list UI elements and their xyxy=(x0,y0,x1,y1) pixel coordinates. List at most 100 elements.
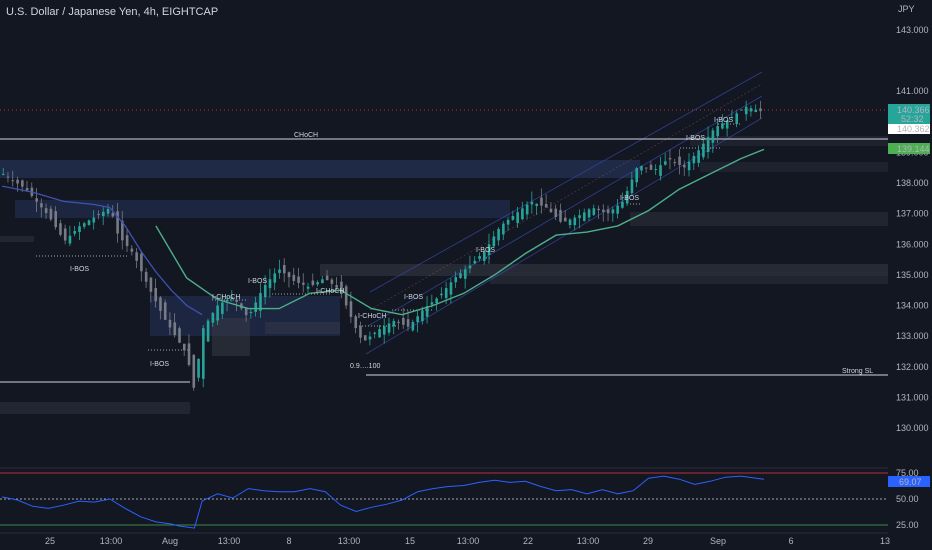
candle-body xyxy=(354,316,358,329)
candle-body xyxy=(621,201,624,208)
candle-body xyxy=(549,208,553,213)
candle-body xyxy=(421,310,424,322)
candle-body xyxy=(335,285,338,288)
candle-body xyxy=(97,213,100,215)
annotation-label: I-BOS xyxy=(476,247,495,254)
candle-body xyxy=(502,223,505,235)
price-tick-label: 138.000 xyxy=(896,178,929,188)
time-tick-label: 13:00 xyxy=(218,536,241,546)
time-tick-label: 13 xyxy=(880,536,890,546)
candle-body xyxy=(206,320,210,342)
candle-body xyxy=(116,211,119,234)
candle-body xyxy=(278,269,281,273)
candle-body xyxy=(535,203,538,207)
candle-body xyxy=(197,358,200,378)
time-tick-label: 8 xyxy=(286,536,291,546)
zone-box xyxy=(0,160,640,178)
candle-body xyxy=(616,205,619,214)
candle-body xyxy=(125,235,129,247)
zone-box xyxy=(0,402,190,414)
candle-body xyxy=(702,143,705,158)
candle-body xyxy=(683,164,686,168)
rsi-tick-label: 75.00 xyxy=(896,468,919,478)
candle-body xyxy=(402,317,405,325)
candle-body xyxy=(516,212,519,224)
rsi-pane[interactable]: 75.00 50.00 25.00 69.07 xyxy=(0,467,930,530)
candle-body xyxy=(368,336,372,340)
candle-body xyxy=(40,203,43,208)
candle-body xyxy=(540,197,543,206)
annotation-label: I-BOS xyxy=(686,135,705,142)
price-tick-label: 133.000 xyxy=(896,331,929,341)
candle-body xyxy=(359,325,362,338)
candle-body xyxy=(340,281,343,295)
candle-body xyxy=(173,322,177,336)
candle-body xyxy=(159,297,162,311)
candle-body xyxy=(144,271,148,282)
moving-averages-layer xyxy=(1,148,765,316)
price-tick-label: 135.000 xyxy=(896,270,929,280)
candle-body xyxy=(411,321,415,331)
candle-body xyxy=(568,219,572,226)
time-tick-label: 15 xyxy=(405,536,415,546)
candle-body xyxy=(130,248,134,252)
candle-body xyxy=(416,316,419,323)
candle-body xyxy=(287,272,291,278)
candle-body xyxy=(687,161,691,171)
rsi-tick-label: 25.00 xyxy=(896,520,919,530)
candle-body xyxy=(87,220,91,226)
candle-body xyxy=(282,265,286,274)
candle-body xyxy=(35,198,38,202)
annotation-label: 0.9….100 xyxy=(350,363,380,370)
candle-body xyxy=(578,215,581,219)
candle-body xyxy=(597,208,600,211)
candle-body xyxy=(373,332,377,334)
price-tick-label: 134.000 xyxy=(896,301,929,311)
candle-body xyxy=(583,212,586,221)
candle-body xyxy=(735,113,739,125)
candle-body xyxy=(21,180,24,187)
candle-body xyxy=(497,228,500,241)
candle-body xyxy=(602,209,605,213)
candle-body xyxy=(459,273,462,278)
candle-body xyxy=(473,260,477,264)
time-axis[interactable]: 25 13:00 Aug 13:00 8 13:00 15 13:00 22 13:00 29 Sep… xyxy=(0,532,890,546)
rsi-value-badge xyxy=(888,476,930,487)
candle-body xyxy=(663,161,667,165)
candle-body xyxy=(16,179,19,184)
candle-body xyxy=(263,284,267,298)
time-tick-label: 13:00 xyxy=(457,536,480,546)
candle-body xyxy=(325,275,329,281)
annotation-label: Strong SL xyxy=(842,368,873,375)
channel-line xyxy=(369,71,763,293)
candle-body xyxy=(468,265,472,269)
time-tick-label: Aug xyxy=(162,536,178,546)
candle-body xyxy=(521,208,524,220)
candle-body xyxy=(511,216,515,220)
candle-body xyxy=(192,354,196,388)
candle-body xyxy=(483,251,486,261)
ma-price-label: 139.144 xyxy=(897,144,930,154)
candle-body xyxy=(149,277,153,292)
candle-body xyxy=(725,120,729,129)
candle-body xyxy=(587,209,591,218)
price-axis[interactable]: JPY143.000141.000140.000139.000138.00013… xyxy=(888,4,930,433)
candle-body xyxy=(168,319,172,328)
candle-body xyxy=(678,156,681,166)
candle-body xyxy=(740,109,743,111)
zone-box xyxy=(490,272,888,284)
candle-body xyxy=(440,293,443,296)
candle-body xyxy=(425,306,429,317)
candle-body xyxy=(506,219,510,225)
candle-body xyxy=(478,256,481,259)
candle-body xyxy=(102,211,105,216)
price-tick-label: 143.000 xyxy=(896,25,929,35)
candle-body xyxy=(668,158,672,160)
annotation-label: I-CHoCH xyxy=(212,294,240,301)
candle-body xyxy=(244,307,248,316)
candle-body xyxy=(463,269,467,279)
ma-slow-line xyxy=(1,185,203,316)
marker-price-badge xyxy=(888,124,930,134)
marker-price-label: 140.362 xyxy=(897,124,930,134)
